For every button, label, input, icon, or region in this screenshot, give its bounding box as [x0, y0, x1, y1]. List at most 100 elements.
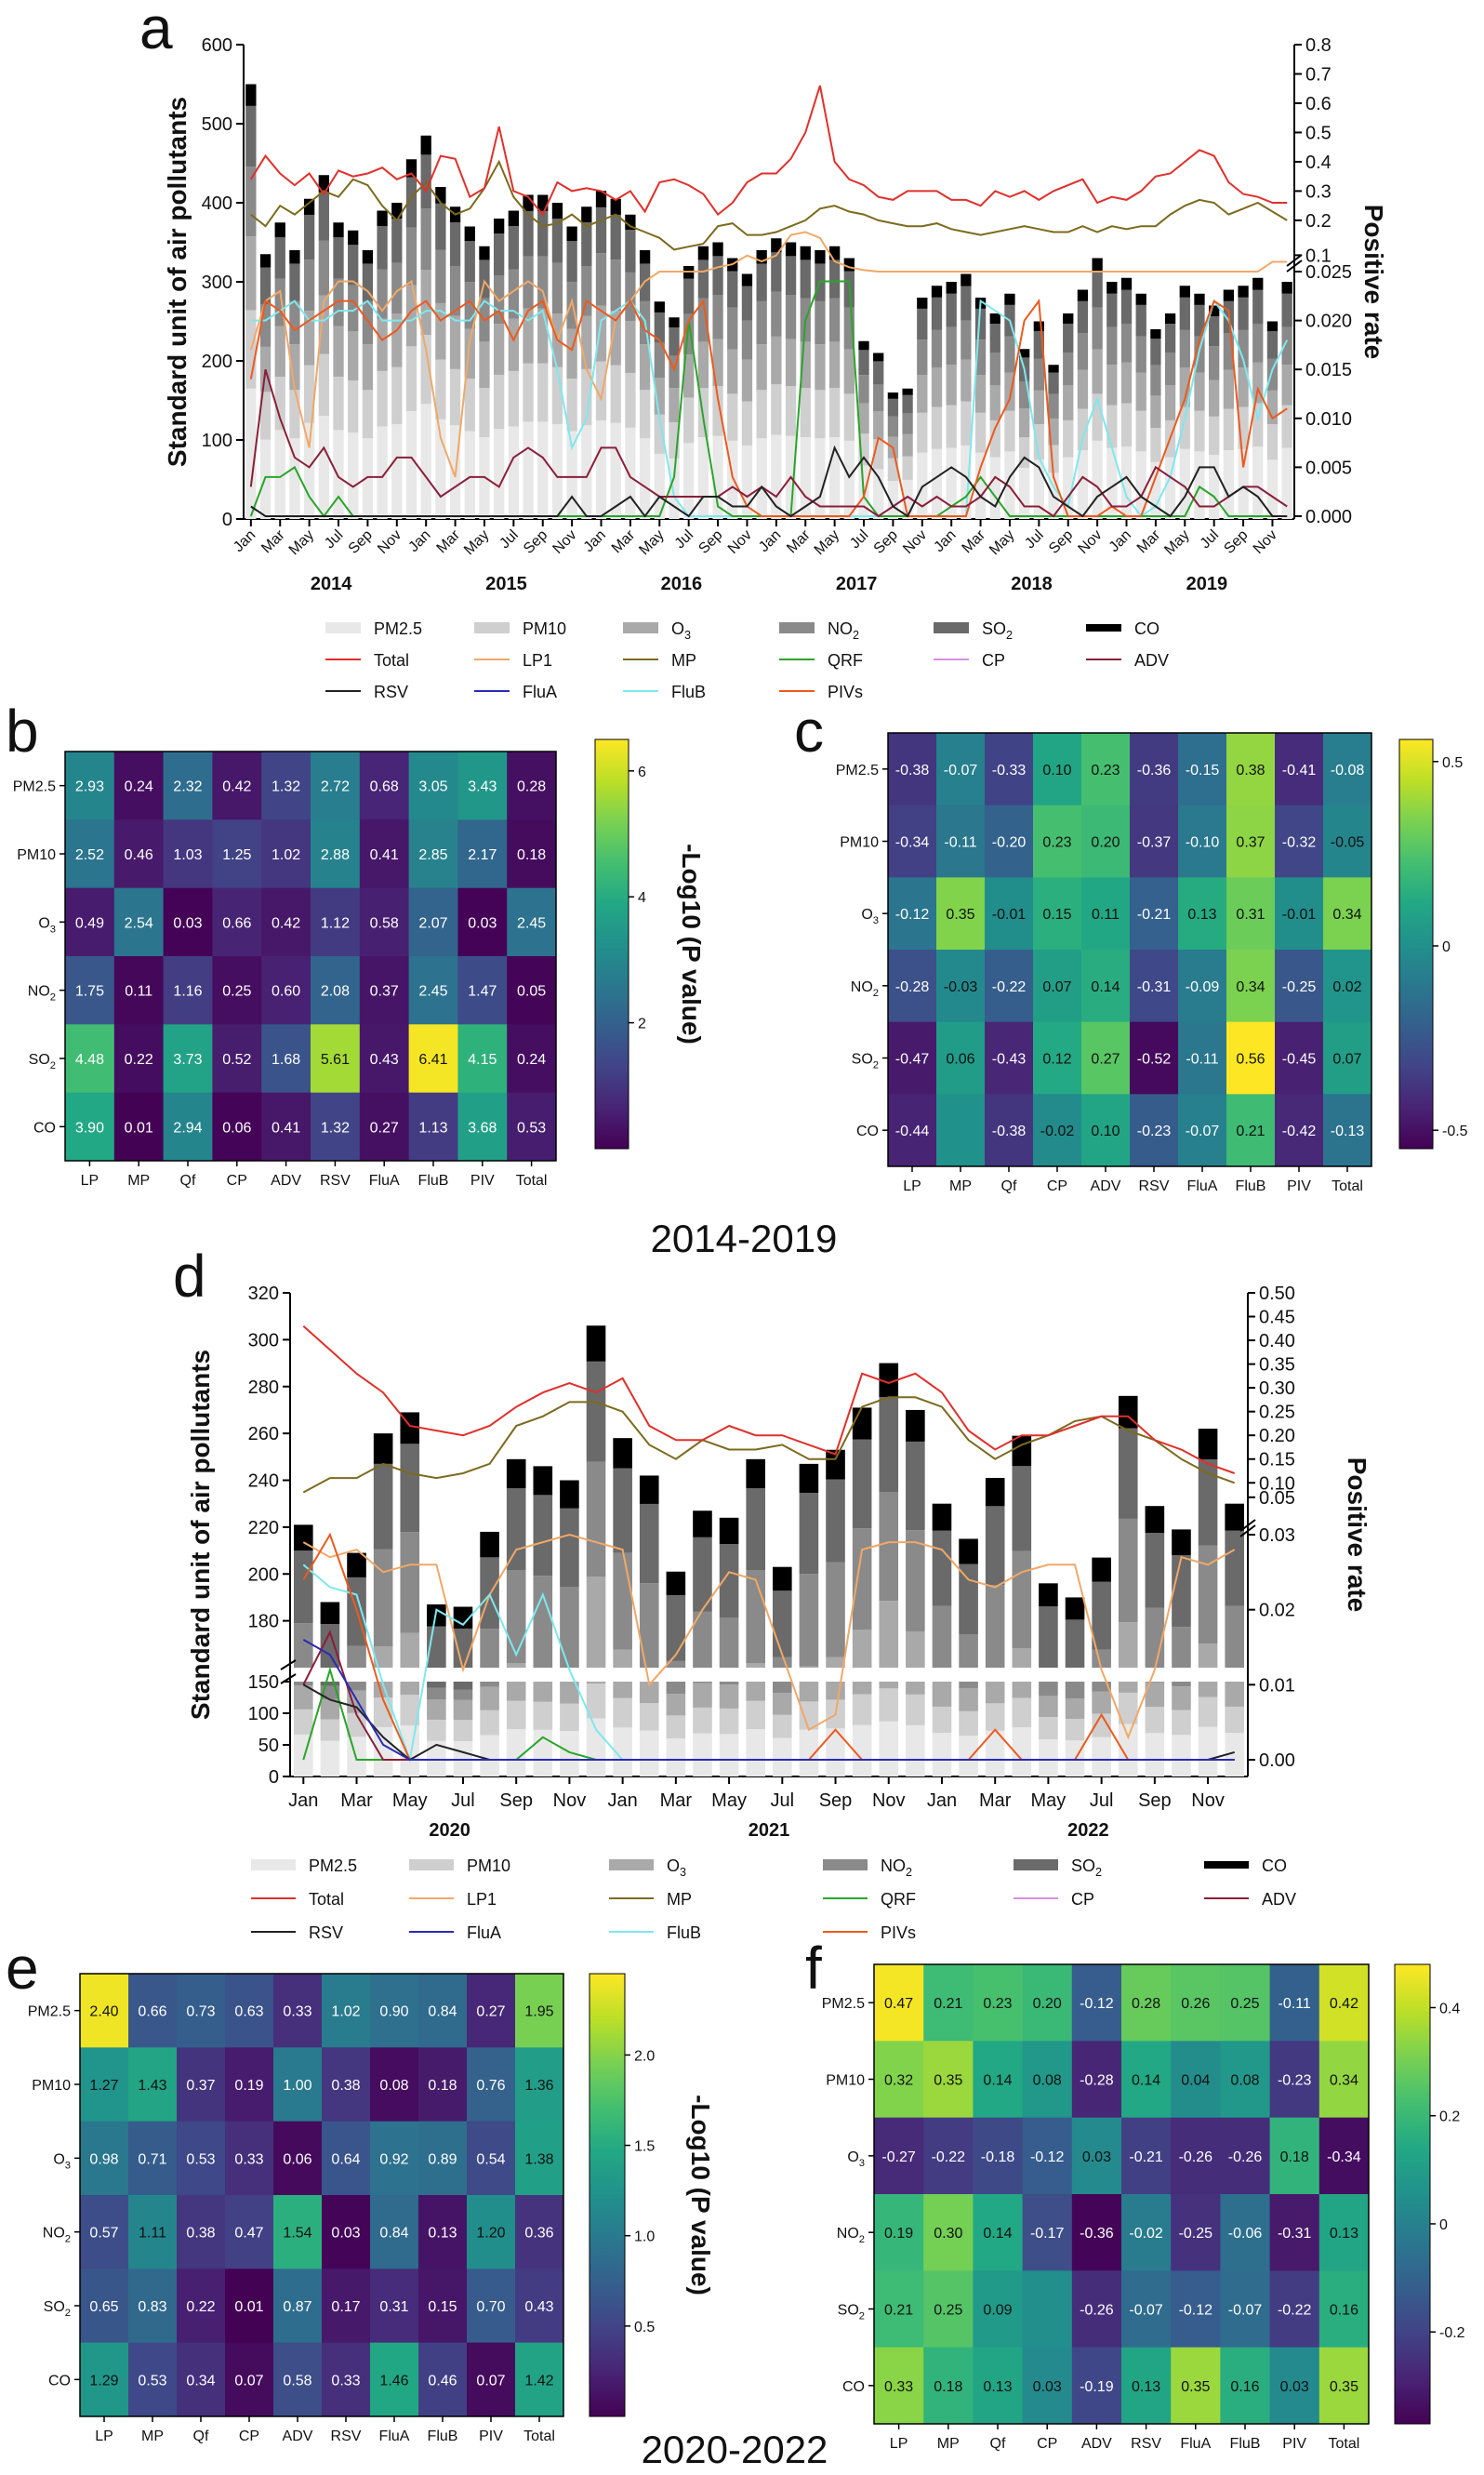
y2-tick-label: 0.000	[1305, 507, 1352, 527]
heatmap-cell	[1022, 2347, 1073, 2425]
heatmap-cell	[418, 1974, 468, 2048]
bar-segment-co	[1194, 293, 1205, 305]
cell-value: 0.13	[983, 2379, 1012, 2395]
bar-segment-no2	[1281, 326, 1292, 366]
heatmap-cell	[1269, 2041, 1320, 2119]
cell-value: 0.14	[983, 2226, 1012, 2242]
col-label: FluA	[1180, 2436, 1211, 2452]
bar-segment-co	[1252, 277, 1264, 290]
bar-segment-pm10	[274, 377, 285, 431]
heatmap-cell	[985, 1094, 1034, 1167]
bar-segment-pm10	[523, 363, 534, 422]
colorbar	[594, 739, 629, 1150]
bar-segment-pm10	[1012, 1697, 1032, 1728]
col-label: Qf	[180, 1173, 196, 1189]
bar-segment-pm10	[985, 1703, 1005, 1731]
bar-segment-o3	[727, 349, 738, 394]
heatmap-cell	[370, 2047, 419, 2122]
cell-value: -0.01	[992, 907, 1027, 923]
bar-segment-so2	[1225, 1530, 1244, 1606]
cell-value: 0.09	[983, 2303, 1012, 2319]
y2-tick-label: 0.1	[1305, 246, 1332, 266]
bar-segment-o3	[800, 341, 811, 389]
bar-segment-co	[932, 1503, 952, 1531]
legend-label: SO2	[982, 619, 1013, 642]
bar-segment-so2	[683, 278, 695, 314]
cell-value: 2.08	[321, 984, 350, 1000]
cell-value: 1.32	[321, 1120, 350, 1136]
legend-swatch	[934, 622, 969, 633]
bar-segment-pm25	[537, 421, 549, 519]
bar-segment-no2	[771, 291, 782, 337]
bar-segment-so2	[1092, 271, 1103, 308]
y2-tick-label: 0.020	[1305, 312, 1352, 332]
bar-segment-so2	[639, 1503, 659, 1584]
legend-bottom: PM2.5 PM10 O3 NO2 SO2 CO Total LP1 MP QRF CP ADV RSV…	[251, 1856, 1296, 1942]
bar-segment-no2	[932, 1605, 952, 1683]
bar-segment-co	[1145, 1506, 1165, 1534]
bar-segment-pm10	[533, 1701, 553, 1730]
bar-segment-so2	[508, 226, 519, 270]
heatmap-cell	[457, 887, 508, 957]
cell-value: 0.25	[1230, 1996, 1259, 2012]
bar-segment-no2	[815, 300, 826, 345]
cell-value: 5.61	[321, 1052, 350, 1068]
heatmap-cell	[507, 956, 557, 1025]
bar-segment-no2	[828, 298, 841, 342]
bar-segment-no2	[902, 413, 913, 434]
legend-swatch	[623, 622, 658, 633]
x-tick-label: Jul	[322, 527, 346, 552]
bar-segment-no2	[377, 269, 388, 319]
cell-value: -0.05	[1331, 835, 1365, 851]
cell-value: 2.94	[173, 1120, 202, 1136]
heatmap-cell	[1081, 1021, 1131, 1095]
row-label: PM2.5	[13, 779, 56, 795]
bar-segment-pm10	[887, 458, 899, 482]
heatmap-cell	[1269, 2117, 1320, 2195]
bar-segment-pm25	[946, 447, 957, 519]
bar-segment-co	[843, 258, 855, 272]
cell-value: -0.06	[1228, 2226, 1263, 2242]
cell-value: -0.43	[992, 1052, 1027, 1068]
bar-segment-pm10	[1120, 403, 1133, 447]
heatmap-cell	[418, 2195, 468, 2269]
bar-segment-pm25	[320, 1740, 340, 1776]
bar-segment-pm10	[712, 386, 723, 436]
bar-segment-pm10	[320, 1719, 340, 1741]
cell-value: 0.35	[1181, 2379, 1210, 2395]
legend-label: MP	[667, 1890, 692, 1909]
y-tick-label: 180	[248, 1612, 279, 1632]
bar-segment-pm10	[879, 1688, 899, 1722]
bar-segment-pm25	[494, 429, 505, 519]
bar-segment-o3	[1004, 372, 1015, 411]
y2-tick-label: 0.30	[1259, 1378, 1295, 1399]
bar-segment-so2	[666, 1595, 686, 1661]
heatmap-cell	[1081, 1094, 1131, 1167]
legend-label: PIVs	[828, 683, 863, 701]
bar-segment-o3	[289, 344, 300, 391]
bar-segment-pm25	[906, 1724, 925, 1776]
cell-value: 0.19	[884, 2226, 913, 2242]
row-label: NO2	[28, 984, 56, 1004]
colorbar-tick-label: 0.2	[1439, 2109, 1460, 2125]
cell-value: 3.05	[418, 779, 447, 795]
cell-value: 0.27	[1091, 1052, 1120, 1068]
legend-swatch	[474, 622, 510, 633]
heatmap-cell	[973, 2194, 1024, 2271]
cell-value: -0.47	[895, 1052, 930, 1068]
heatmap-cell	[418, 2047, 468, 2122]
cell-value: 0.16	[1330, 2303, 1358, 2319]
heatmap-cell	[1318, 2270, 1370, 2349]
bar-segment-so2	[506, 1488, 526, 1570]
heatmap-cell	[1226, 733, 1276, 806]
bar-segment-pm10	[1281, 405, 1292, 448]
heatmap-cell	[888, 805, 937, 878]
heatmap-cell	[985, 733, 1034, 806]
heatmap-cell	[507, 1024, 557, 1094]
bar-segment-co	[537, 194, 549, 211]
cell-value: 0.13	[1330, 2226, 1358, 2242]
heatmap-cell	[80, 1974, 129, 2048]
series-line-lp1	[249, 231, 1288, 478]
cell-value: -0.15	[1186, 763, 1220, 778]
bar-segment-no2	[989, 352, 1000, 386]
